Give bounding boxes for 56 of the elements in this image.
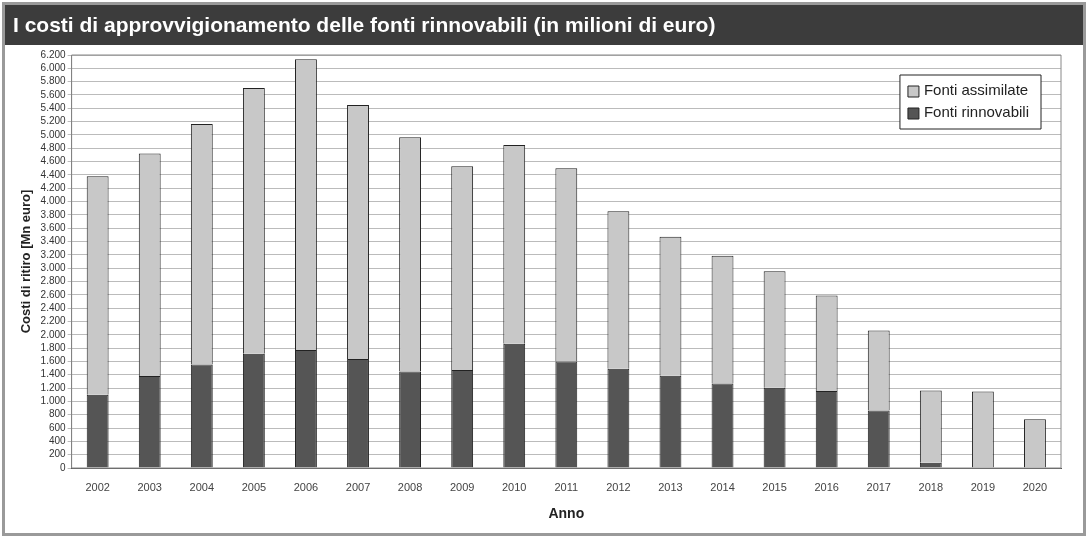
x-tick-label: 2004 [189,480,215,493]
x-tick-label: 2016 [814,480,839,493]
y-tick-label: 5.600 [40,88,67,100]
y-tick-label: 3.200 [40,248,67,260]
y-tick-label: 4.800 [40,142,67,154]
y-tick-label: 3.600 [40,221,67,233]
legend-label: Fonti rinnovabili [923,102,1030,120]
y-tick-label: 6.200 [40,48,67,60]
y-tick-label: 200 [48,448,67,460]
x-tick-label: 2012 [606,480,631,493]
x-tick-label: 2010 [502,480,527,493]
y-tick-label: 5.800 [40,75,67,87]
y-tick-label: 1.000 [40,395,67,407]
y-tick-label: 2.800 [40,275,67,287]
x-tick-label: 2002 [85,480,110,493]
y-tick-label: 1.400 [40,368,67,380]
x-tick-label: 2003 [137,480,162,493]
x-tick-label: 2015 [762,480,787,493]
y-tick-label: 5.400 [40,102,67,114]
x-tick-label: 2013 [658,480,683,493]
y-tick-label: 2.600 [40,288,67,300]
x-tick-label: 2018 [918,480,944,493]
x-tick-label: 2017 [866,480,891,493]
y-tick-label: 4.000 [40,195,67,207]
y-tick-label: 400 [48,435,67,447]
y-tick-label: 800 [48,408,67,420]
x-tick-label: 2006 [293,480,319,493]
y-tick-label: 1.200 [40,381,67,393]
y-tick-label: 6.000 [40,62,67,74]
y-tick-label: 1.600 [40,355,67,367]
x-tick-label: 2020 [1022,480,1048,493]
x-tick-label: 2011 [554,480,579,493]
y-tick-label: 2.200 [40,315,67,327]
x-tick-label: 2005 [241,480,267,493]
chart-title: I costi di approvvigionamento delle fonti rinnovabili (in milioni di euro) [5,5,1083,45]
x-tick-label: 2007 [345,480,371,493]
y-tick-label: 3.000 [40,261,67,273]
y-tick-label: 5.200 [40,115,67,127]
legend-label: Fonti assimilate [923,80,1029,98]
y-tick-label: 3.400 [40,235,67,247]
y-tick-label: 3.800 [40,208,67,220]
y-axis-title: Costi di ritiro [Mn euro] [18,189,34,334]
x-tick-label: 2019 [970,480,996,493]
y-tick-label: 4.200 [40,181,67,193]
y-tick-label: 4.600 [40,155,67,167]
y-tick-label: 1.800 [40,341,67,353]
x-axis-title: Anno [548,505,585,522]
y-tick-label: 600 [48,421,67,433]
y-tick-label: 2.400 [40,301,67,313]
y-tick-label: 0 [60,461,67,473]
x-tick-label: 2009 [449,480,475,493]
y-tick-label: 2.000 [40,328,67,340]
y-tick-label: 5.000 [40,128,67,140]
y-tick-label: 4.400 [40,168,67,180]
x-tick-label: 2008 [397,480,423,493]
x-tick-label: 2014 [710,480,735,493]
